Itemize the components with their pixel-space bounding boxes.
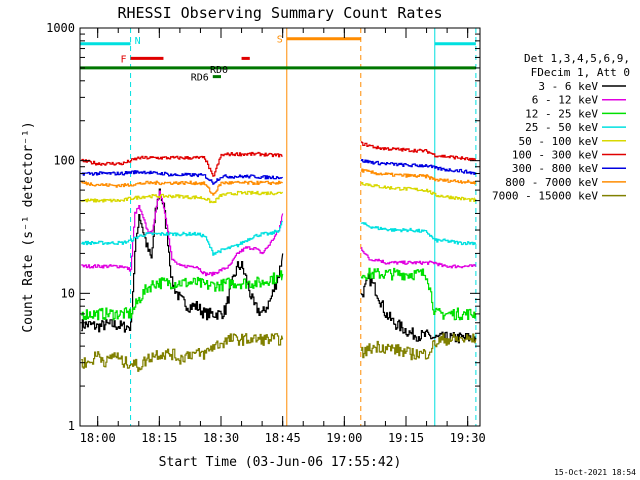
flag-label-rd0: RD0 — [210, 65, 228, 76]
flag-label-f: F — [121, 54, 127, 65]
flag-label-s: S — [277, 35, 283, 46]
series-6-12-kev — [81, 190, 477, 277]
legend-label: 100 - 300 keV — [512, 149, 598, 162]
x-tick-label: 19:30 — [450, 431, 486, 445]
series-line — [360, 222, 477, 246]
legend-header: FDecim 1, Att 0 — [531, 66, 630, 79]
y-tick-label: 10 — [61, 286, 75, 300]
series-line — [360, 182, 477, 202]
legend-label: 3 - 6 keV — [538, 80, 598, 93]
x-tick-label: 19:15 — [388, 431, 424, 445]
series-800-7000-kev — [81, 168, 477, 196]
legend-label: 50 - 100 keV — [519, 135, 599, 148]
legend-label: 6 - 12 keV — [532, 94, 599, 107]
x-tick-label: 18:15 — [141, 431, 177, 445]
series-12-25-kev — [81, 267, 477, 321]
series-line — [81, 190, 284, 277]
series-line — [81, 170, 284, 185]
series-line — [81, 220, 284, 256]
plot-frame — [79, 27, 481, 427]
y-tick-label: 1 — [68, 419, 75, 433]
legend-label: 12 - 25 keV — [525, 107, 598, 120]
series-50-100-kev — [81, 182, 477, 204]
x-tick-label: 19:00 — [326, 431, 362, 445]
legend-header: Det 1,3,4,5,6,9, — [524, 52, 630, 65]
x-tick-label: 18:00 — [80, 431, 116, 445]
legend-label: 25 - 50 keV — [525, 121, 598, 134]
x-tick-label: 18:30 — [203, 431, 239, 445]
axes: 1 10 100 1000 18:00 18:15 18:30 18:45 19:00 19:15… — [46, 21, 486, 445]
y-tick-label: 100 — [53, 154, 75, 168]
y-tick-label: 1000 — [46, 21, 75, 35]
series-line — [360, 247, 477, 269]
series-7000-15000-kev — [81, 333, 477, 372]
series-line — [81, 270, 284, 321]
x-axis-label: Start Time (03-Jun-06 17:55:42) — [159, 455, 402, 470]
legend-label: 800 - 7000 keV — [505, 176, 598, 189]
series-line — [360, 267, 477, 321]
series-300-800-kev — [81, 159, 477, 185]
flag-label-rd6: RD6 — [191, 73, 209, 84]
x-tick-label: 18:45 — [265, 431, 301, 445]
series-line — [360, 159, 477, 175]
y-axis-label: Count Rate (s⁻¹ detector⁻¹) — [21, 121, 36, 332]
series-line — [360, 141, 477, 162]
series-line — [360, 272, 477, 344]
legend-label: 300 - 800 keV — [512, 162, 598, 175]
series-line — [81, 180, 283, 196]
series-line — [81, 151, 283, 177]
legend-label: 7000 - 15000 keV — [492, 190, 598, 203]
series-line — [81, 333, 284, 372]
series-100-300-kev — [81, 141, 477, 177]
series-line — [360, 168, 477, 185]
legend: Det 1,3,4,5,6,9,FDecim 1, Att 03 - 6 keV… — [492, 52, 630, 203]
series-line — [81, 190, 284, 204]
series-line — [360, 333, 477, 361]
flag-label-n: N — [135, 36, 141, 47]
series-25-50-kev — [81, 220, 477, 256]
timestamp: 15-Oct-2021 18:54 — [554, 468, 636, 477]
chart-title: RHESSI Observing Summary Count Rates — [117, 4, 442, 22]
series-line — [81, 188, 284, 333]
series-3-6-kev — [81, 188, 477, 344]
